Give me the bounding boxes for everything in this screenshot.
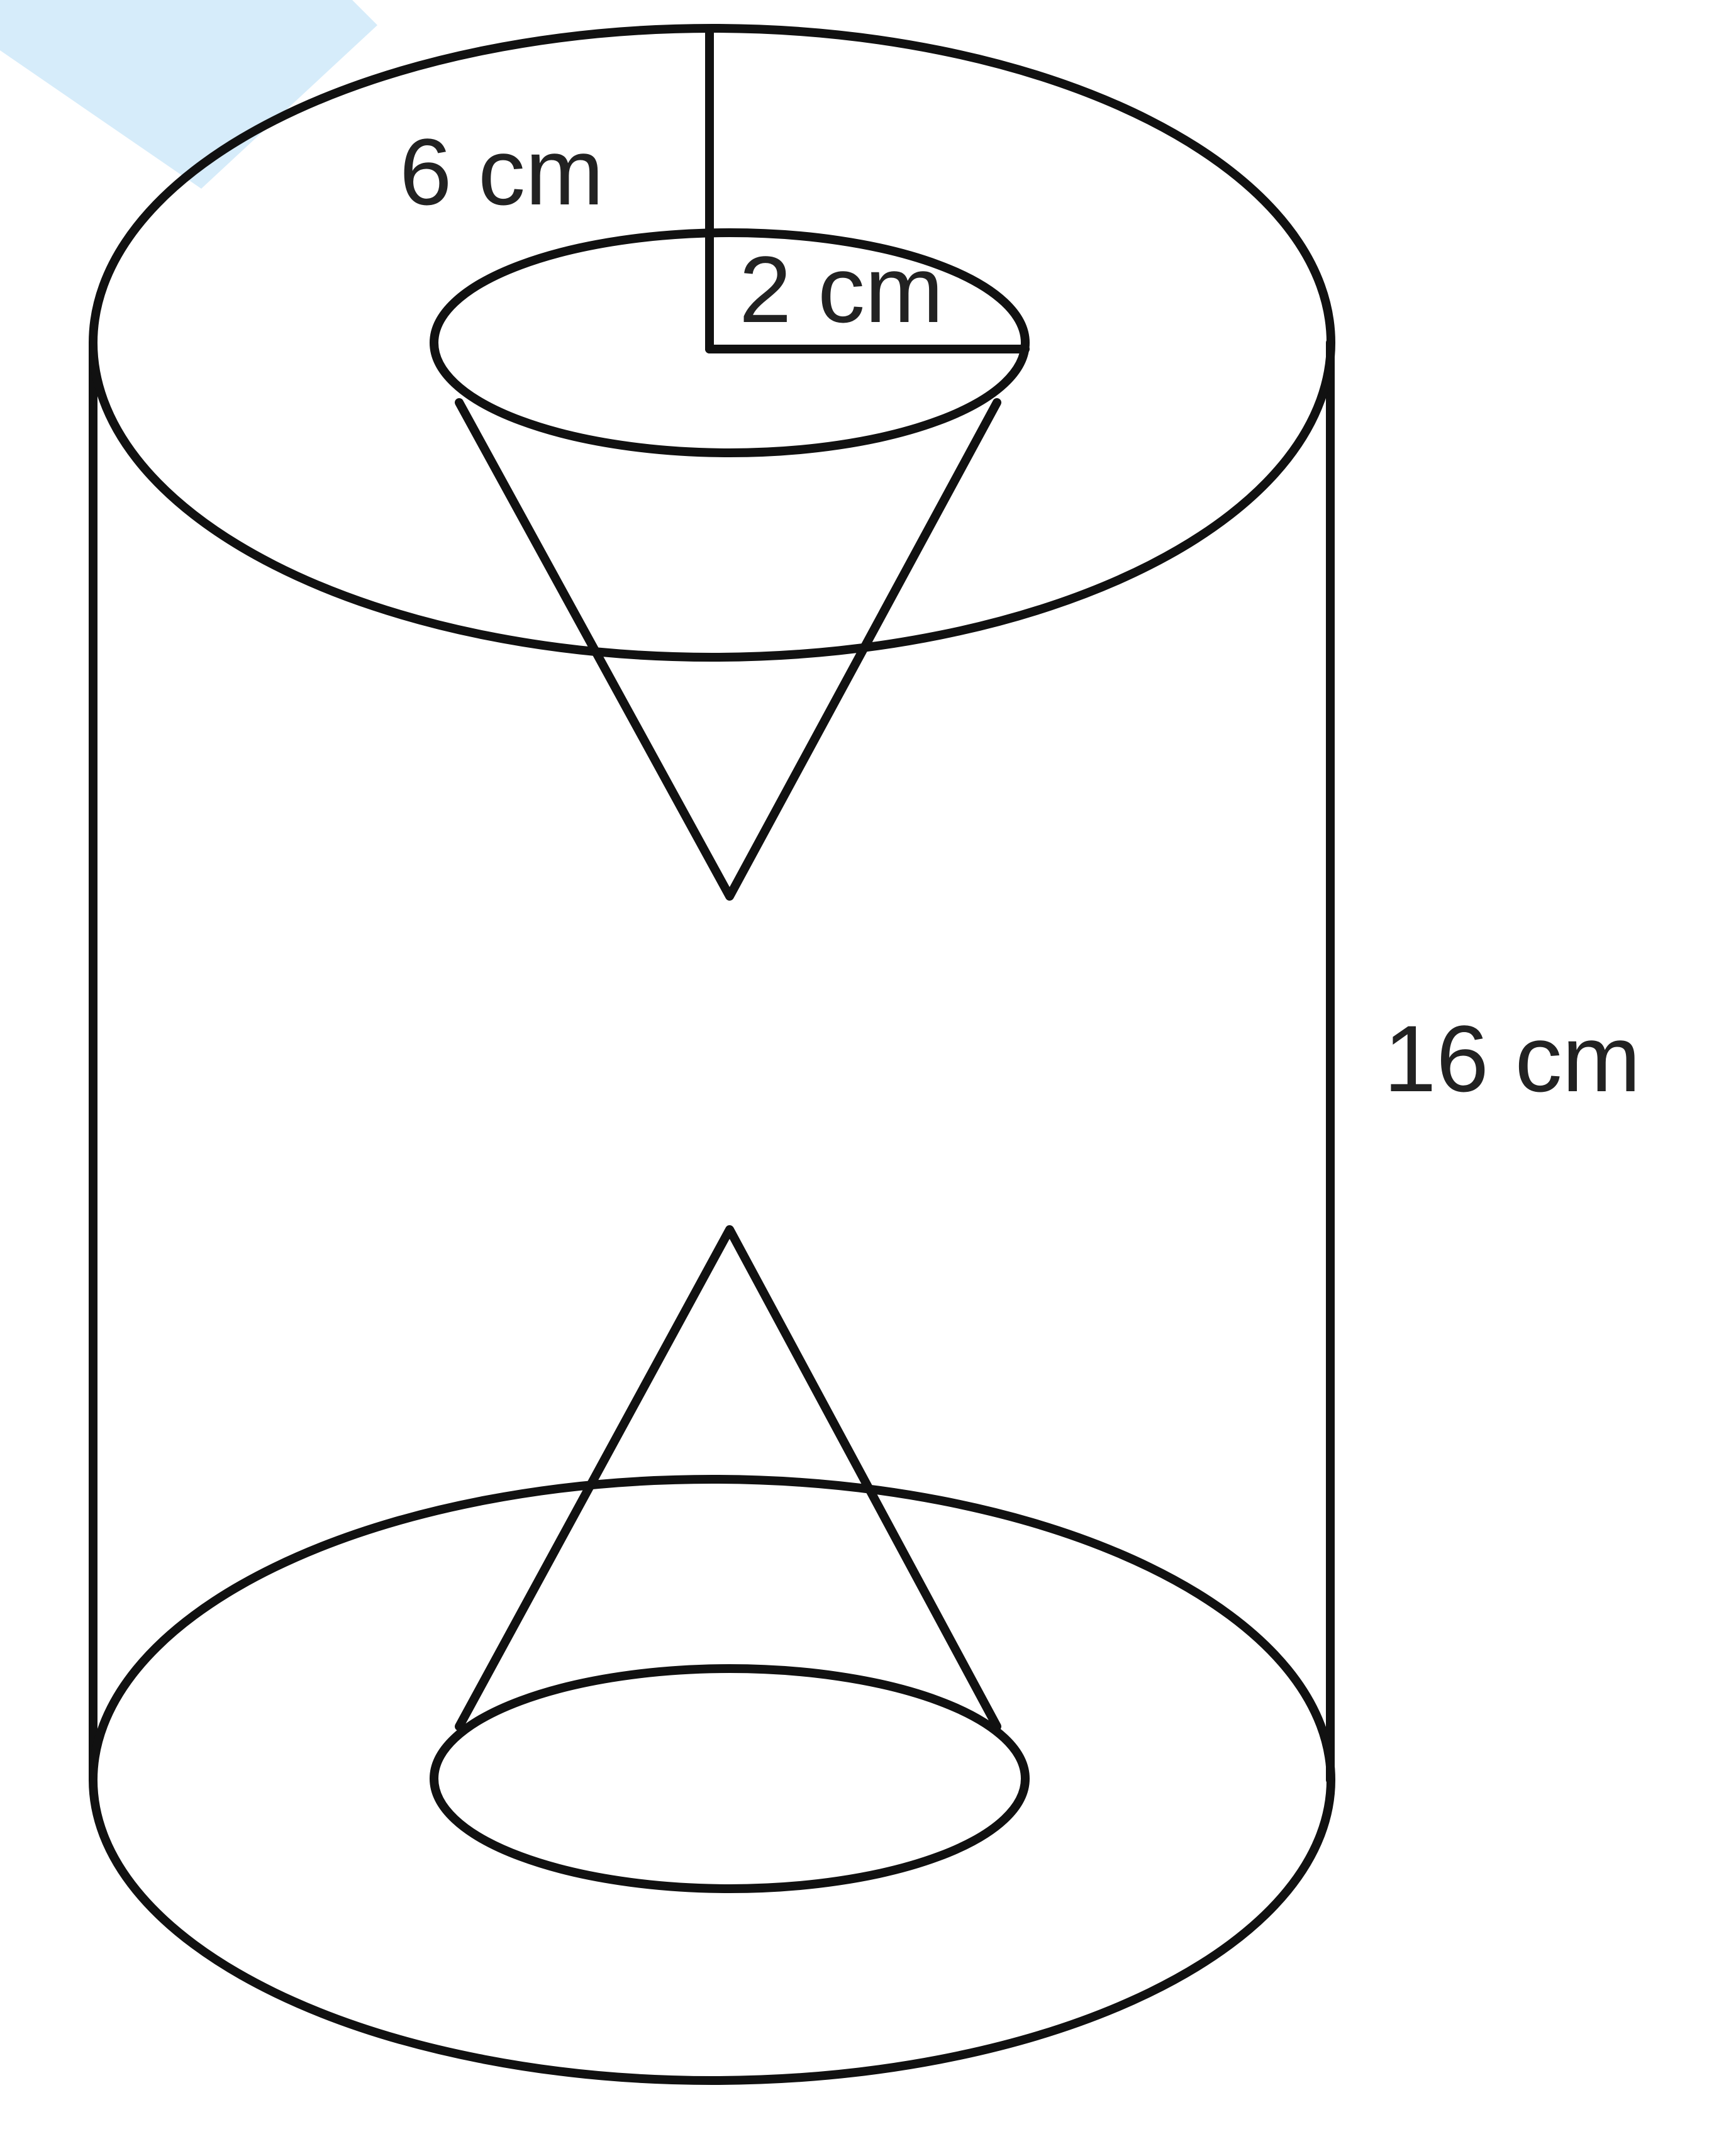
cylinder-bottom-ellipse <box>89 1475 1335 2085</box>
bottom-cone-sides <box>455 1225 1001 1731</box>
height-label: 16 cm <box>1384 1006 1640 1111</box>
inner-radius-label: 2 cm <box>739 236 943 342</box>
top-cone-sides <box>455 398 1001 901</box>
corner-tint <box>0 0 377 189</box>
bottom-cone-base-ellipse <box>430 1664 1030 1893</box>
top-cone-base-ellipse <box>430 228 1030 457</box>
outer-radius-label: 6 cm <box>399 119 604 225</box>
